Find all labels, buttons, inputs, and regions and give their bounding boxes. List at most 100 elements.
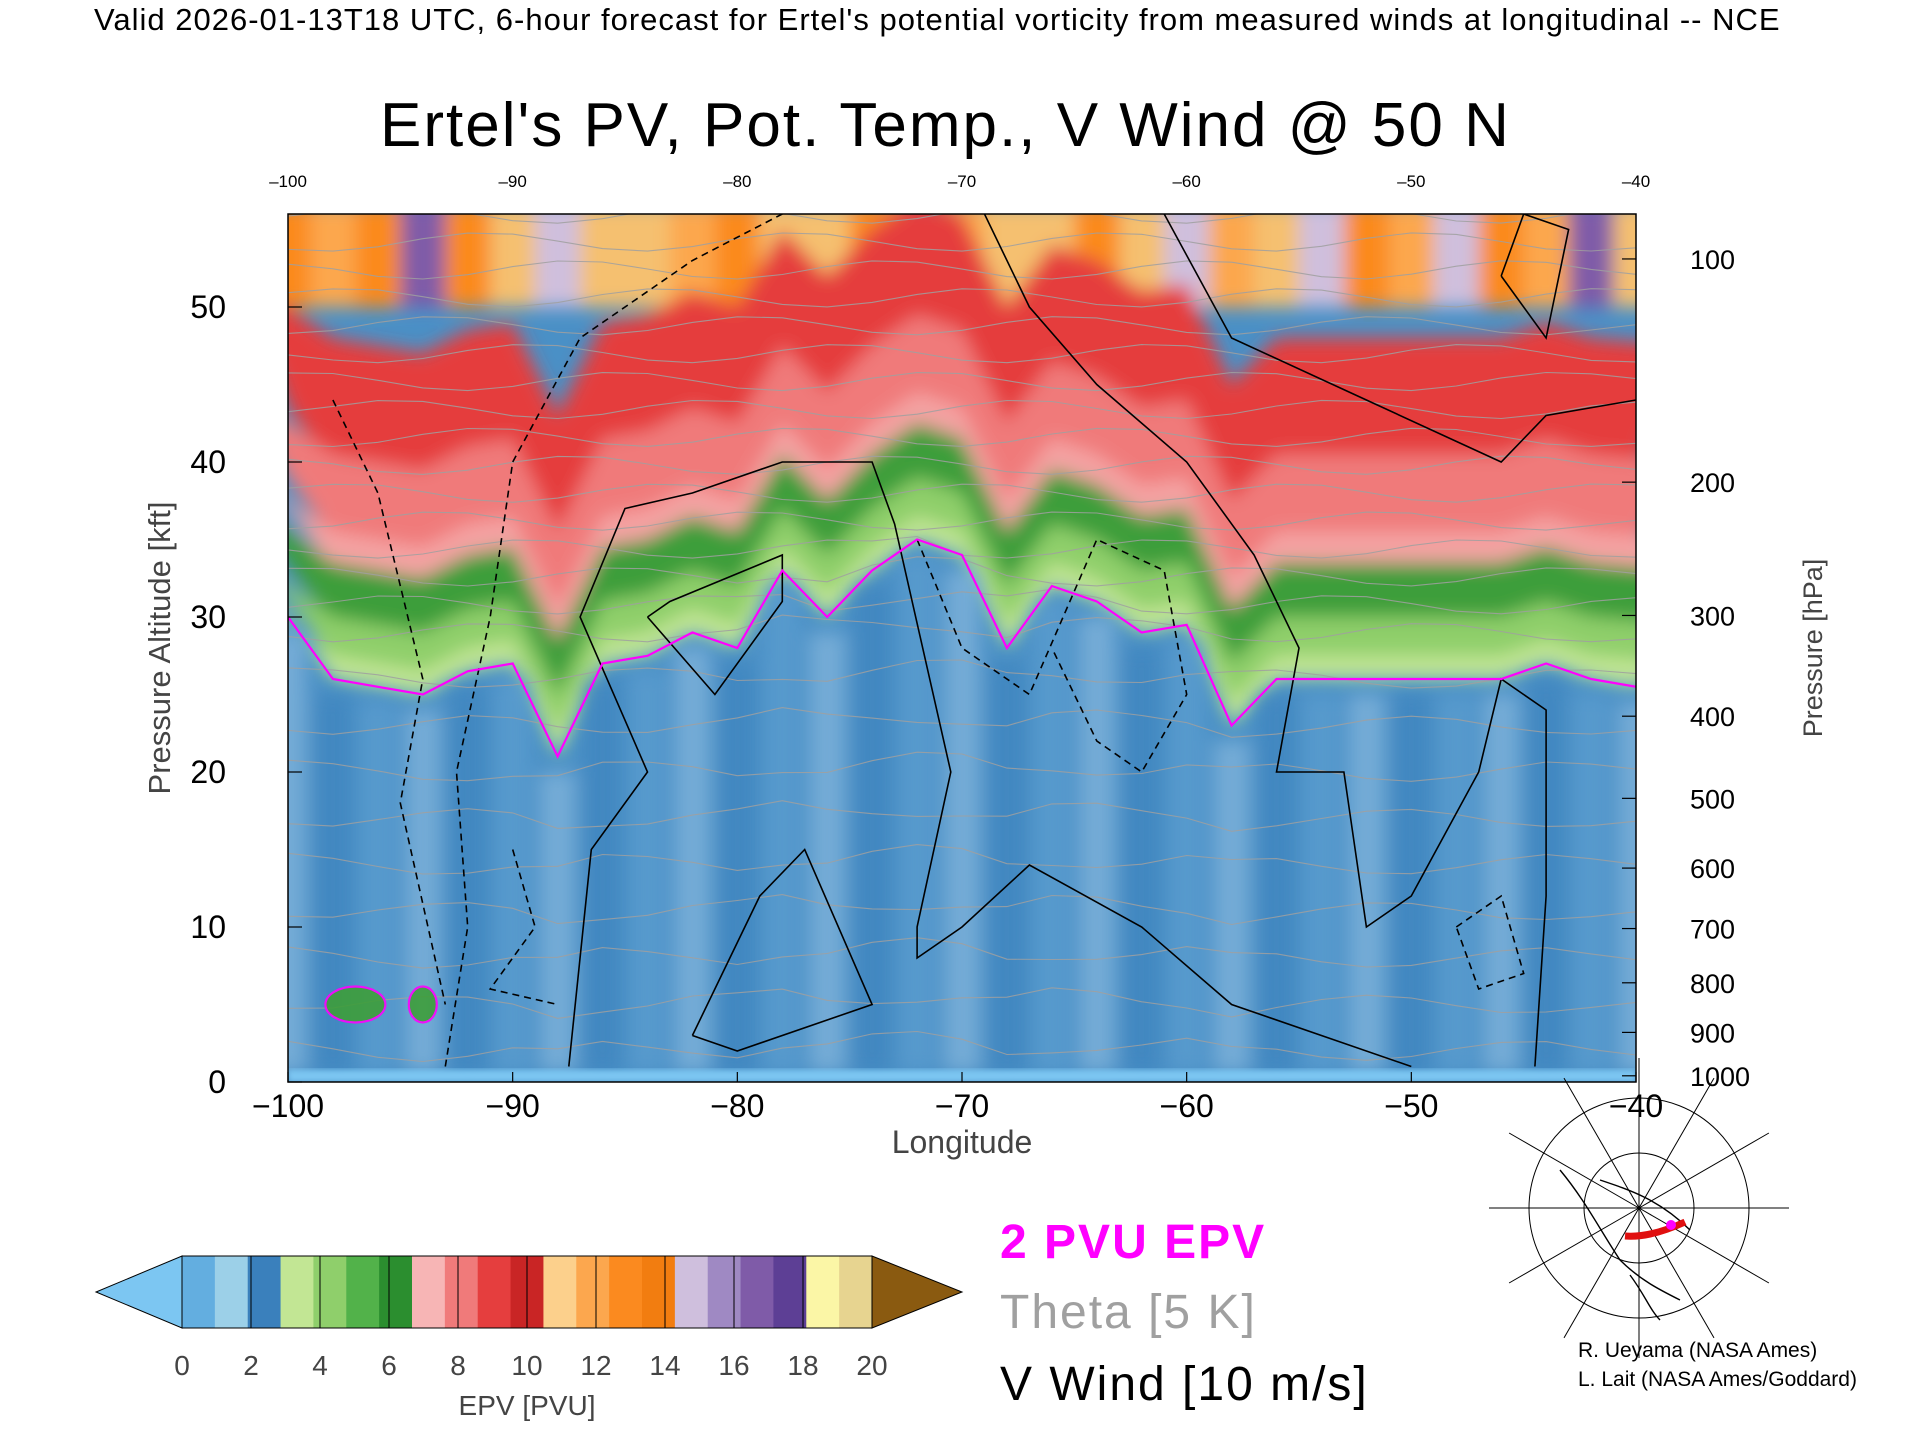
y-tick-label: 0: [208, 1064, 226, 1100]
pv2-island: [407, 985, 438, 1024]
colorbar-segment: [543, 1256, 577, 1328]
y-tick-label: 50: [190, 289, 226, 325]
pv2-contour: [288, 538, 1636, 760]
pressure-tick-label: 300: [1690, 601, 1735, 631]
y-axis-label-left: Pressure Altitude [kft]: [142, 502, 177, 795]
pv-column: [1388, 214, 1435, 307]
theta-contour: [288, 659, 1636, 689]
pressure-tick-label: 800: [1690, 969, 1735, 999]
pv-column: [490, 214, 537, 307]
meridian-line: [1508, 1207, 1640, 1284]
pv-column: [625, 214, 671, 307]
x-tick-label: −60: [1160, 1088, 1214, 1124]
pv-column: [445, 214, 492, 307]
theta-contour: [288, 937, 1636, 969]
pv-column: [310, 214, 357, 307]
theta-contour: [288, 455, 1636, 475]
colorbar-segment: [806, 1256, 840, 1328]
troposphere-column: [764, 586, 801, 1072]
troposphere-column: [809, 632, 846, 1072]
x-top-tick-label: –90: [498, 172, 526, 191]
wind-contour: [1163, 214, 1636, 463]
meridian-line: [1638, 1132, 1770, 1209]
theta-contour: [288, 894, 1636, 926]
section-marker-icon: [1666, 1220, 1676, 1230]
troposphere-variation: [288, 555, 1636, 1072]
troposphere-column: [1033, 601, 1070, 1072]
troposphere-column: [584, 679, 621, 1072]
x-tick-label: −100: [252, 1088, 324, 1124]
colorbar-segment: [642, 1256, 676, 1328]
wind-contour: [916, 538, 1188, 774]
colorbar-tick-label: 0: [174, 1350, 190, 1381]
colorbar-tick-label: 18: [787, 1350, 818, 1381]
x-top-tick-label: –60: [1172, 172, 1200, 191]
colorbar: 0 2 4 6 8 10 12 14 16 18 20 EPV [PVU]: [94, 1255, 964, 1421]
colorbar-tick-label: 12: [580, 1350, 611, 1381]
pv-column: [1254, 214, 1300, 307]
colorbar-segment: [346, 1256, 380, 1328]
meridian-line: [1638, 1077, 1715, 1209]
theta-contour: [288, 344, 1636, 364]
colorbar-segment: [313, 1256, 347, 1328]
troposphere-column: [988, 663, 1025, 1072]
colorbar-tick-label: 16: [718, 1350, 749, 1381]
x-tick-label: −80: [710, 1088, 764, 1124]
coastline-icon: [1559, 1169, 1691, 1321]
pv-band: [288, 477, 1636, 738]
theta-contour: [288, 288, 1636, 308]
troposphere-column: [1258, 694, 1295, 1072]
troposphere-column: [1123, 648, 1160, 1072]
troposphere-column: [854, 586, 891, 1072]
y-tick-label: 40: [190, 444, 226, 480]
pressure-tick-label: 400: [1690, 702, 1735, 732]
troposphere-column: [1618, 702, 1636, 1072]
colorbar-over-arrow: [871, 1255, 964, 1329]
wind-contour: [1455, 894, 1525, 991]
x-top-tick-label: –50: [1397, 172, 1425, 191]
troposphere-column: [1303, 694, 1340, 1072]
forecast-header: Valid 2026-01-13T18 UTC, 6-hour forecast…: [94, 2, 1781, 37]
x-top-tick-label: –100: [269, 172, 307, 191]
wind-contour: [332, 399, 447, 1005]
pv-column: [288, 214, 312, 307]
theta-contours: [288, 214, 1636, 1063]
polar-map-icon: [1489, 1058, 1789, 1358]
credit-line: R. Ueyama (NASA Ames): [1578, 1339, 1818, 1362]
colorbar-segment: [214, 1256, 249, 1328]
troposphere-column: [449, 686, 486, 1072]
x-tick-label: −70: [935, 1088, 989, 1124]
colorbar-tick-label: 10: [511, 1350, 542, 1381]
x-top-tick-label: –40: [1622, 172, 1650, 191]
pv-field: [288, 214, 1636, 1082]
pv-column: [400, 214, 447, 307]
colorbar-segment: [707, 1256, 742, 1328]
wind-contour: [983, 214, 1547, 1067]
pv-band: [288, 423, 1636, 703]
colorbar-under-arrow: [94, 1255, 183, 1329]
pv-column: [535, 214, 582, 307]
legend-pv-contour: 2 PVU EPV: [1000, 1216, 1267, 1269]
troposphere-column: [674, 648, 711, 1072]
troposphere-column: [494, 679, 531, 1072]
theta-contour: [288, 483, 1636, 503]
troposphere-column: [899, 555, 936, 1072]
colorbar-segment: [740, 1256, 775, 1328]
colorbar-tick-label: 8: [450, 1350, 466, 1381]
inset-map: [1489, 1058, 1789, 1358]
colorbar-segment: [576, 1256, 610, 1328]
troposphere-column: [1438, 694, 1475, 1072]
pv-column: [1433, 214, 1480, 307]
colorbar-tick-label: 2: [243, 1350, 259, 1381]
wind-contour: [444, 214, 783, 1067]
pv2-island: [324, 985, 387, 1024]
y-tick-label: 30: [190, 599, 226, 635]
pv-column: [1343, 214, 1390, 307]
pv-column: [1568, 214, 1615, 307]
theta-contour: [288, 260, 1636, 280]
pressure-tick-label: 1000: [1690, 1062, 1750, 1092]
troposphere-column: [1078, 617, 1115, 1072]
y-axis-label-right: Pressure [hPa]: [1798, 559, 1828, 738]
